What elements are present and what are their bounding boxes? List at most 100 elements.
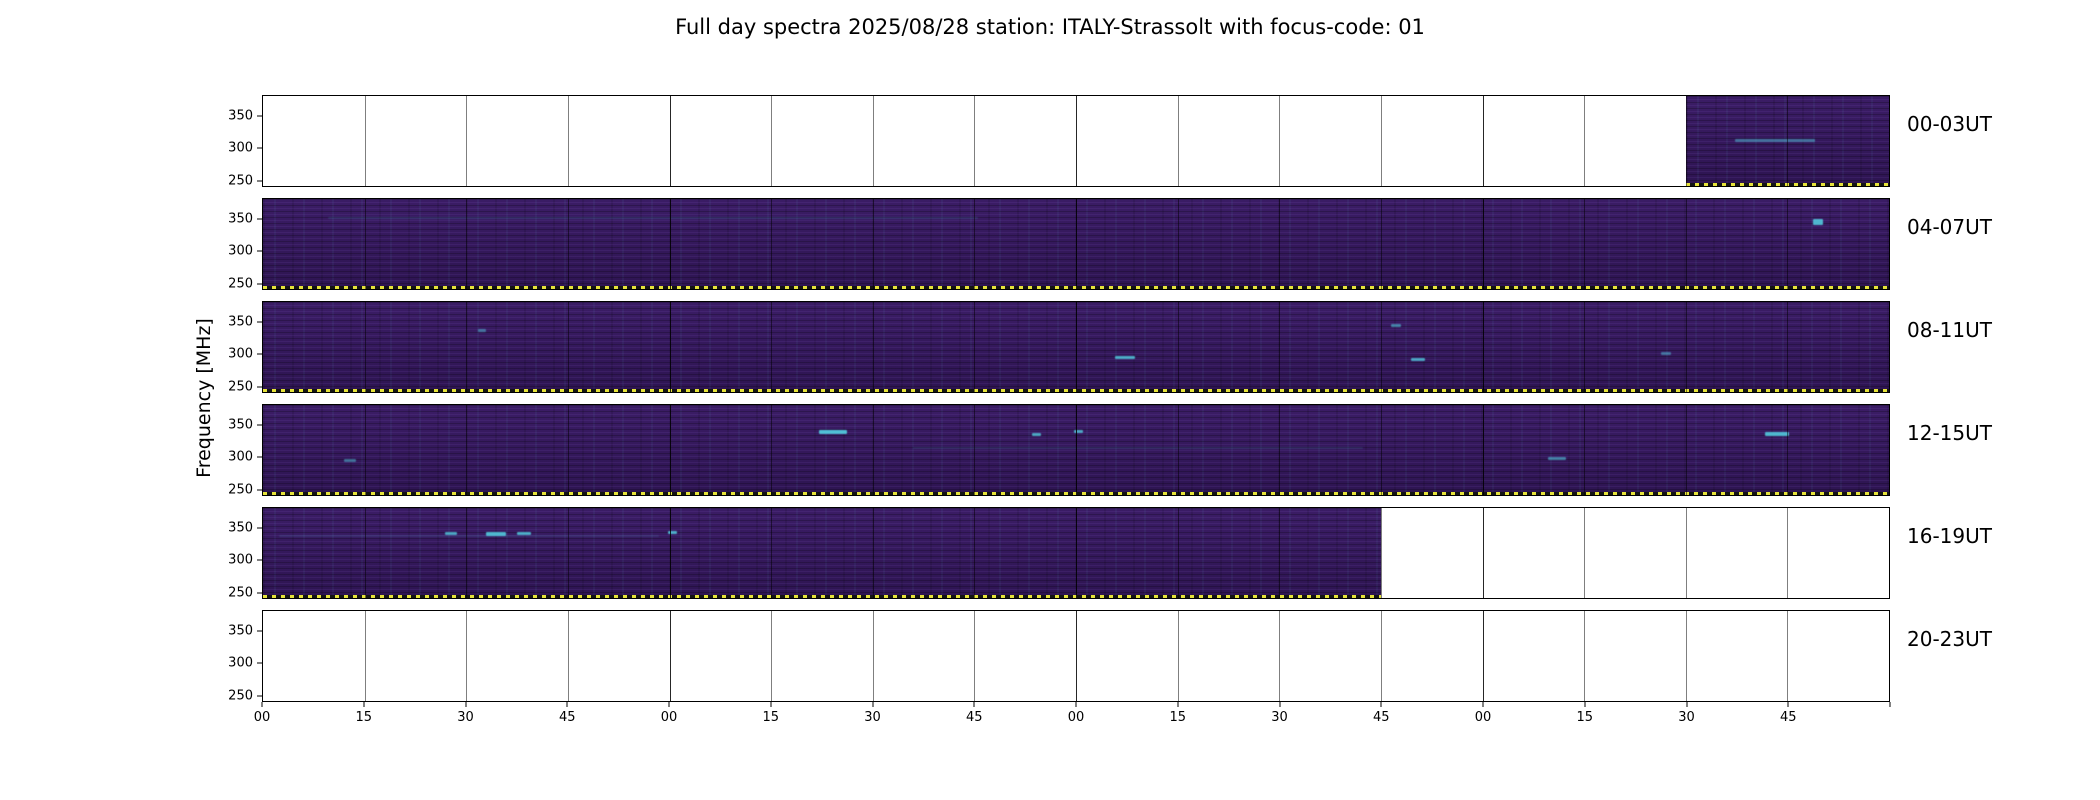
y-tick-mark (257, 695, 262, 697)
time-gridline (1787, 611, 1789, 701)
emission-feature (913, 447, 1364, 450)
x-tick-mark (872, 702, 873, 707)
time-gridline (466, 405, 468, 495)
time-gridline (1076, 405, 1077, 495)
time-gridline (872, 199, 874, 289)
time-gridline (1177, 302, 1179, 392)
spectra-panel-canvas (262, 507, 1890, 599)
emission-feature (279, 535, 660, 537)
time-gridline (364, 302, 366, 392)
emission-feature (819, 430, 848, 435)
emission-feature (1765, 432, 1790, 436)
y-tick-label: 350 (228, 520, 253, 536)
emission-feature (1410, 357, 1425, 361)
time-gridline (1482, 508, 1484, 598)
emission-feature (328, 217, 979, 219)
y-tick-mark (257, 662, 262, 664)
y-tick-label: 300 (228, 552, 253, 568)
panel-time-label: 08-11UT (1907, 318, 1992, 342)
time-gridline (771, 199, 773, 289)
y-tick-mark (257, 180, 262, 182)
y-tick-mark (257, 147, 262, 149)
x-tick-mark (1584, 702, 1586, 707)
time-gridline (1177, 508, 1179, 598)
time-gridline (364, 96, 366, 186)
emission-feature (1661, 351, 1672, 355)
y-tick-label: 250 (228, 482, 253, 498)
time-gridline (1279, 611, 1281, 701)
time-gridline (1380, 508, 1382, 598)
time-gridline (1177, 96, 1179, 186)
time-gridline (669, 199, 671, 289)
time-gridline (1482, 199, 1484, 289)
x-tick-mark (1482, 702, 1484, 707)
time-gridline (567, 611, 569, 701)
time-gridline (466, 302, 468, 392)
y-tick-label: 250 (228, 173, 253, 189)
panel-time-label: 12-15UT (1907, 421, 1992, 445)
time-gridline (1787, 199, 1789, 289)
time-gridline (771, 508, 773, 598)
x-tick-label: 30 (864, 710, 881, 725)
time-gridline (974, 302, 976, 392)
time-gridline (1177, 611, 1179, 701)
time-gridline (974, 96, 976, 186)
time-gridline (1279, 199, 1281, 289)
y-tick-label: 350 (228, 314, 253, 330)
x-tick-mark (1686, 702, 1687, 707)
time-gridline (567, 302, 569, 392)
time-gridline (1584, 611, 1586, 701)
time-gridline (1279, 302, 1281, 392)
x-tick-label: 45 (965, 710, 983, 725)
x-tick-mark (770, 702, 772, 707)
time-gridline (1380, 96, 1382, 186)
spectra-panel: 350 300 250 12-15UT (228, 404, 1992, 497)
y-tick-mark (257, 250, 262, 252)
time-gridline (1584, 96, 1586, 186)
x-tick-mark (1279, 702, 1280, 707)
emission-feature (344, 459, 357, 462)
time-gridline (872, 508, 874, 598)
x-tick-mark (668, 702, 670, 707)
emission-feature (667, 531, 677, 535)
time-gridline (872, 611, 874, 701)
spectra-panel: 350 300 250 20-23UT (228, 610, 1992, 703)
panel-time-label: 00-03UT (1907, 112, 1992, 136)
time-gridline (1685, 199, 1687, 289)
x-tick-mark (363, 702, 365, 707)
time-gridline (771, 611, 773, 701)
time-gridline (1380, 302, 1382, 392)
time-gridline (974, 199, 976, 289)
time-gridline (1685, 302, 1687, 392)
time-gridline (1279, 96, 1281, 186)
panel-time-label: 20-23UT (1907, 627, 1992, 651)
x-tick-mark (1380, 702, 1382, 707)
y-tick-label: 350 (228, 211, 253, 227)
time-gridline (1787, 302, 1789, 392)
emission-feature (1074, 430, 1084, 434)
time-gridline (364, 199, 366, 289)
y-tick-label: 350 (228, 623, 253, 639)
x-tick-label: 30 (457, 710, 474, 725)
spectra-panel: 350 300 250 08-11UT (228, 301, 1992, 394)
time-gridline (1584, 405, 1586, 495)
y-tick-label: 350 (228, 108, 253, 124)
y-tick-mark (257, 489, 262, 491)
time-gridline (1076, 96, 1077, 186)
emission-feature (1734, 139, 1815, 143)
y-tick-mark (257, 559, 262, 561)
time-gridline (771, 96, 773, 186)
emission-feature (445, 532, 458, 536)
time-gridline (1482, 302, 1484, 392)
x-tick-label: 15 (355, 710, 373, 725)
x-tick-label: 00 (660, 710, 678, 725)
time-gridline (1482, 611, 1484, 701)
plot-area: 350 300 250 00-03UT 350 300 250 04-07UT 350 300 25… (228, 95, 1992, 703)
y-tick-mark (257, 456, 262, 458)
x-tick-label: 00 (253, 710, 271, 725)
x-tick-mark (465, 702, 466, 707)
x-tick-mark (1177, 702, 1179, 707)
y-tick-label: 300 (228, 243, 253, 259)
time-gridline (771, 302, 773, 392)
